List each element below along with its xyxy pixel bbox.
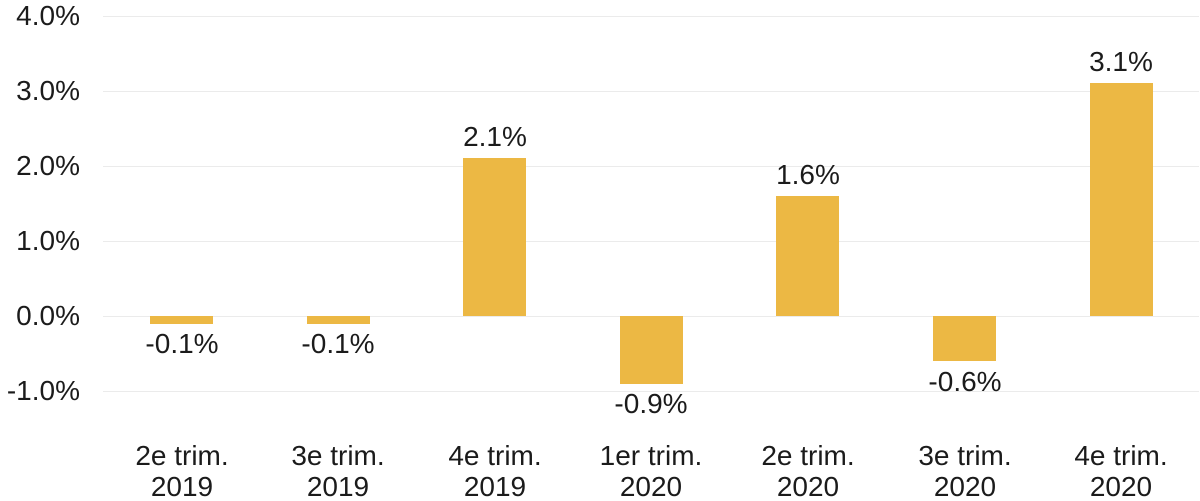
- category-year: 2020: [1089, 471, 1153, 501]
- category-year: 2020: [933, 471, 997, 501]
- category-year: 2020: [619, 471, 683, 501]
- bar: [307, 316, 370, 324]
- x-axis-category-label: 4e trim. 2019: [405, 440, 585, 501]
- gridline: [103, 16, 1199, 17]
- bar-value-label: 3.1%: [1089, 46, 1153, 77]
- bar: [620, 316, 683, 384]
- category-year: 2019: [306, 471, 370, 501]
- bar: [1090, 83, 1153, 316]
- gridline: [103, 391, 1199, 392]
- y-axis-tick-label: 1.0%: [16, 225, 80, 256]
- x-axis-category-label: 3e trim. 2019: [248, 440, 428, 501]
- bar-value-label: -0.6%: [928, 366, 1002, 397]
- y-axis-tick-label: 3.0%: [16, 75, 80, 106]
- gridline: [103, 166, 1199, 167]
- y-axis-tick-label: 0.0%: [16, 300, 80, 331]
- category-quarter: 2e trim.: [135, 440, 229, 471]
- bar-value-label: 1.6%: [776, 159, 840, 190]
- category-year: 2019: [463, 471, 527, 501]
- y-axis-tick-label: 2.0%: [16, 150, 80, 181]
- x-axis-category-label: 4e trim. 2020: [1031, 440, 1200, 501]
- bar: [776, 196, 839, 316]
- category-year: 2020: [776, 471, 840, 501]
- bar-value-label: -0.9%: [614, 388, 688, 419]
- x-axis-category-label: 1er trim. 2020: [561, 440, 741, 501]
- bar-value-label: -0.1%: [145, 328, 219, 359]
- bar-value-label: 2.1%: [463, 121, 527, 152]
- x-axis-category-label: 2e trim. 2019: [92, 440, 272, 501]
- category-quarter: 2e trim.: [761, 440, 855, 471]
- bar: [933, 316, 996, 361]
- y-axis-tick-label: -1.0%: [6, 375, 80, 406]
- bar: [463, 158, 526, 316]
- x-axis-category-label: 2e trim. 2020: [718, 440, 898, 501]
- category-quarter: 3e trim.: [291, 440, 385, 471]
- bar: [150, 316, 213, 324]
- gridline: [103, 91, 1199, 92]
- gridline: [103, 241, 1199, 242]
- category-year: 2019: [150, 471, 214, 501]
- x-axis-category-label: 3e trim. 2020: [875, 440, 1055, 501]
- category-quarter: 1er trim.: [599, 440, 703, 471]
- y-axis-tick-label: 4.0%: [16, 0, 80, 31]
- category-quarter: 4e trim.: [448, 440, 542, 471]
- bar-value-label: -0.1%: [301, 328, 375, 359]
- category-quarter: 4e trim.: [1074, 440, 1168, 471]
- category-quarter: 3e trim.: [918, 440, 1012, 471]
